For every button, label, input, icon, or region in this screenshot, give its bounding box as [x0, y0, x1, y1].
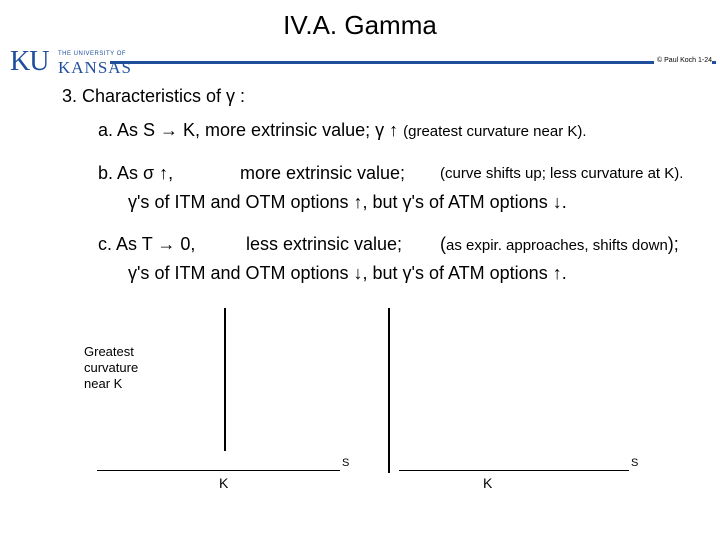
label-line-1: Greatest — [84, 344, 134, 359]
label-line-2: curvature — [84, 360, 139, 375]
section-heading: 3. Characteristics of γ : — [62, 86, 246, 106]
left-graph-x-axis — [97, 470, 340, 471]
right-axis-end-label: S — [631, 457, 639, 469]
item-c-line2: γ's of ITM and OTM options ↓, but γ's of… — [128, 263, 567, 283]
item-c-note-close: ); — [667, 234, 679, 254]
item-c-text: less extrinsic value; — [246, 234, 403, 254]
ku-logo: KU THE UNIVERSITY OF KANSAS — [10, 46, 131, 78]
label-line-3: near K — [84, 376, 123, 391]
left-k-label: K — [219, 475, 229, 491]
logo-ku: KU — [10, 46, 49, 77]
item-c-note-group: (as expir. approaches, shifts down); — [440, 234, 679, 255]
logo-university: THE UNIVERSITY OF — [58, 51, 127, 57]
right-graph-x-axis — [399, 470, 629, 471]
credit-text: © Paul Koch 1-24 — [654, 57, 712, 64]
item-c-note: as expir. approaches, shifts down — [446, 237, 668, 254]
item-a: a. As S → K, more extrinsic value; γ ↑ (… — [98, 120, 587, 141]
item-a-text: a. As S → K, more extrinsic value; γ ↑ — [98, 120, 404, 140]
left-axis-end-label: S — [342, 457, 350, 469]
item-b-text: more extrinsic value; — [240, 163, 406, 183]
left-graph-label: Greatest curvature near K — [84, 344, 138, 392]
item-b-lead: b. As σ ↑, — [98, 163, 174, 183]
right-k-label: K — [483, 475, 493, 491]
header-rule — [110, 61, 716, 64]
item-b-line2: γ's of ITM and OTM options ↑, but γ's of… — [128, 192, 567, 212]
item-a-note: (greatest curvature near K). — [403, 123, 587, 140]
item-c-note-open: ( — [440, 234, 446, 254]
item-c-lead: c. As T → 0, — [98, 234, 196, 254]
graph-divider-line — [388, 308, 390, 473]
slide-title: IV.A. Gamma — [283, 10, 437, 40]
left-graph-strike-line — [224, 308, 226, 451]
item-b-note: (curve shifts up; less curvature at K). — [440, 165, 684, 182]
